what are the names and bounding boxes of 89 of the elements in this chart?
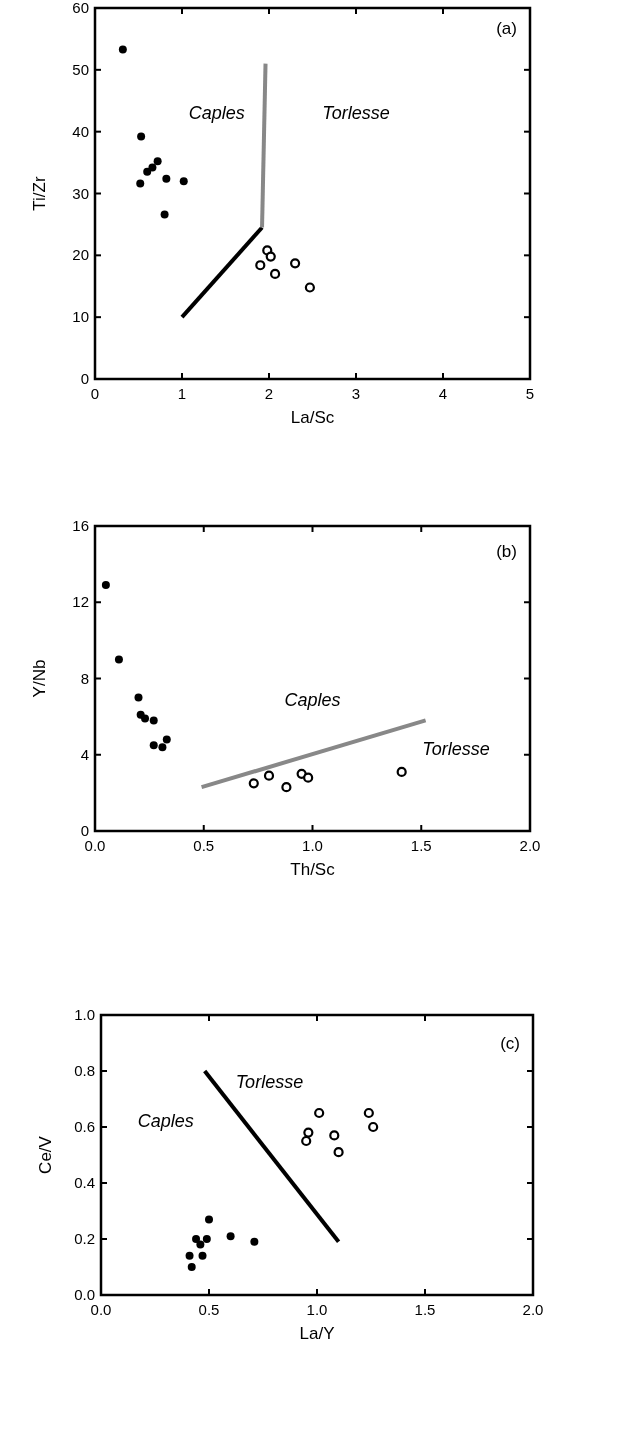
point (396, 766, 407, 778)
y-axis-title: Ce/V (36, 1135, 55, 1174)
y-tick-label: 12 (72, 593, 89, 611)
point (368, 1121, 379, 1133)
y-axis-title: Y/Nb (30, 659, 49, 698)
point (134, 693, 143, 702)
y-tick-label: 30 (72, 184, 89, 202)
y-tick-label: 10 (72, 308, 89, 326)
annotation: (b) (496, 541, 517, 561)
point (192, 1235, 201, 1243)
y-tick-label: 0 (80, 370, 89, 387)
point (198, 1251, 207, 1260)
point (265, 251, 276, 262)
annotation: Caples (137, 1111, 194, 1131)
x-tick-label: 1.5 (414, 1301, 436, 1318)
point (143, 167, 152, 176)
y-tick-label: 40 (72, 122, 89, 140)
point (162, 735, 171, 744)
annotation: Torlesse (322, 103, 390, 124)
annotation: Torlesse (422, 738, 490, 759)
point (301, 1135, 312, 1147)
y-tick-label: 4 (80, 745, 89, 763)
x-tick-label: 2.0 (522, 1301, 544, 1318)
x-tick-label: 1.5 (410, 837, 432, 854)
y-tick-label: 60 (72, 0, 89, 16)
point (248, 778, 259, 789)
y-tick-label: 0.4 (74, 1174, 95, 1191)
annotation: Torlesse (235, 1071, 304, 1092)
point (136, 179, 145, 188)
x-axis-title: La/Y (299, 1324, 335, 1343)
point (281, 782, 292, 793)
annotation: Caples (284, 689, 341, 710)
x-tick-label: 3 (351, 385, 361, 402)
point (141, 714, 150, 723)
annotation: (c) (500, 1033, 521, 1053)
point (290, 258, 301, 269)
point (196, 1240, 205, 1249)
x-tick-label: 1 (177, 385, 187, 402)
point (185, 1251, 194, 1260)
y-tick-label: 8 (80, 669, 89, 687)
point (158, 743, 167, 752)
x-tick-label: 1.0 (306, 1301, 328, 1318)
point (101, 581, 110, 590)
x-tick-label: 0.5 (193, 837, 215, 854)
point (153, 157, 162, 166)
point (263, 770, 275, 781)
x-axis-title: La/Sc (290, 408, 335, 427)
point (118, 45, 127, 54)
point (269, 268, 281, 279)
point (160, 210, 169, 219)
x-axis-title: Th/Sc (290, 860, 336, 879)
point (205, 1215, 213, 1224)
point (255, 260, 266, 271)
annotation: Caples (188, 103, 245, 124)
point (149, 716, 158, 725)
x-tick-label: 2.0 (519, 837, 541, 854)
point (329, 1130, 340, 1141)
y-tick-label: 20 (72, 246, 89, 264)
point (148, 163, 157, 172)
y-tick-label: 0.6 (74, 1118, 95, 1135)
point (162, 174, 171, 183)
x-tick-label: 4 (438, 385, 448, 402)
point (303, 1127, 314, 1138)
point (137, 132, 146, 141)
point (303, 772, 314, 783)
y-tick-label: 0.2 (74, 1230, 95, 1247)
point (179, 177, 188, 186)
x-tick-label: 5 (525, 385, 535, 402)
point (149, 741, 158, 750)
point (333, 1147, 344, 1158)
annotation: (a) (496, 18, 517, 38)
y-tick-label: 50 (72, 60, 89, 78)
point (304, 282, 315, 293)
x-tick-label: 2 (264, 385, 274, 402)
y-tick-label: 16 (72, 517, 89, 534)
point (314, 1107, 325, 1119)
y-tick-label: 0.0 (74, 1286, 95, 1303)
point (202, 1235, 211, 1243)
point (226, 1232, 235, 1241)
point (250, 1237, 259, 1246)
y-axis-title: Ti/Zr (30, 176, 49, 211)
y-tick-label: 0 (80, 822, 89, 839)
point (187, 1263, 196, 1271)
point (114, 655, 123, 664)
x-tick-label: 1.0 (302, 837, 323, 854)
x-tick-label: 0.5 (198, 1301, 220, 1318)
y-tick-label: 0.8 (74, 1062, 95, 1079)
point (363, 1107, 374, 1119)
y-tick-label: 1.0 (74, 1006, 95, 1023)
